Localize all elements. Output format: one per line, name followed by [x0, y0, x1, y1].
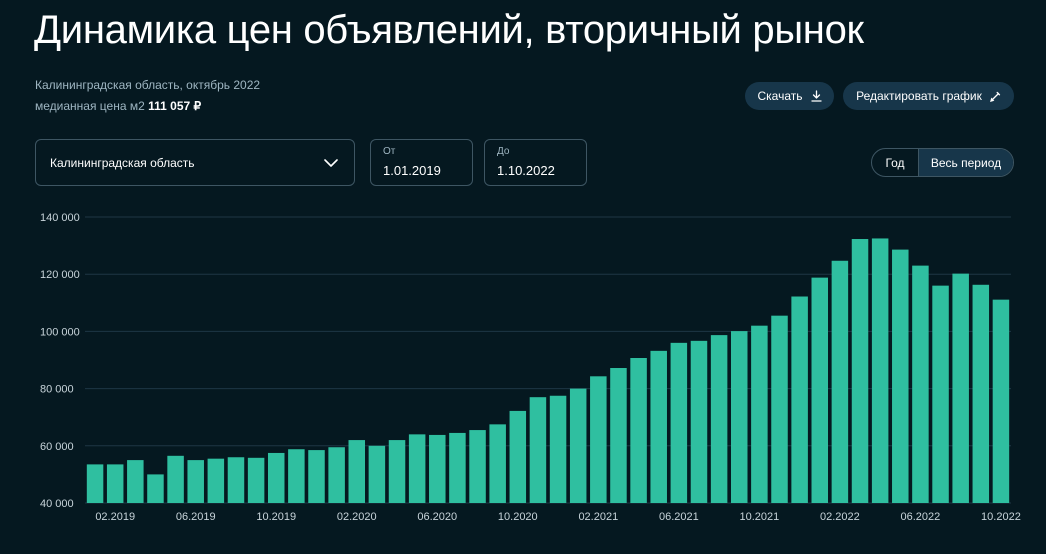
- bar[interactable]: [187, 460, 204, 503]
- bar[interactable]: [388, 440, 406, 503]
- bar[interactable]: [751, 325, 768, 503]
- bar[interactable]: [328, 447, 345, 503]
- bar[interactable]: [670, 342, 688, 503]
- bar[interactable]: [469, 430, 486, 503]
- date-to-label: До: [497, 146, 510, 157]
- price-bar-chart: 40 000 60 000 80 000 100 000 120 000 140 000 0…: [40, 212, 1021, 523]
- date-from-field[interactable]: От 1.01.2019: [370, 139, 473, 186]
- download-button[interactable]: Скачать: [745, 82, 834, 110]
- bar[interactable]: [569, 388, 587, 503]
- bar[interactable]: [247, 457, 265, 503]
- bar[interactable]: [710, 335, 728, 503]
- y-tick-label: 100 000: [40, 326, 80, 338]
- y-tick-label: 120 000: [40, 269, 80, 281]
- x-tick-label: 06.2020: [417, 511, 457, 523]
- x-tick-label: 02.2019: [95, 511, 135, 523]
- period-toggle: Год Весь период: [871, 148, 1014, 177]
- bar[interactable]: [871, 238, 889, 503]
- bar[interactable]: [590, 376, 607, 503]
- bar[interactable]: [227, 457, 245, 503]
- bar[interactable]: [791, 296, 808, 503]
- bar[interactable]: [912, 265, 929, 503]
- x-tick-label: 10.2022: [981, 511, 1021, 523]
- period-all-option[interactable]: Весь период: [918, 149, 1013, 176]
- bar[interactable]: [972, 284, 990, 503]
- x-tick-label: 10.2019: [256, 511, 296, 523]
- pencil-icon: [989, 91, 1001, 102]
- bar[interactable]: [650, 350, 667, 503]
- download-icon: [810, 90, 822, 102]
- edit-chart-button-label: Редактировать график: [856, 89, 982, 103]
- bar[interactable]: [892, 249, 909, 503]
- bar[interactable]: [368, 445, 386, 503]
- bar[interactable]: [127, 460, 144, 503]
- bar[interactable]: [408, 434, 426, 503]
- bar[interactable]: [106, 464, 124, 503]
- bar[interactable]: [449, 432, 466, 503]
- bar[interactable]: [730, 331, 748, 503]
- x-tick-label: 06.2022: [901, 511, 941, 523]
- bar[interactable]: [429, 434, 446, 503]
- region-select-value: Калининградская область: [50, 155, 195, 170]
- bar[interactable]: [952, 273, 969, 503]
- bar[interactable]: [831, 260, 849, 503]
- bar[interactable]: [147, 474, 164, 503]
- x-tick-label: 02.2020: [337, 511, 377, 523]
- bar[interactable]: [851, 239, 869, 503]
- x-tick-label: 06.2019: [176, 511, 216, 523]
- bar[interactable]: [630, 357, 647, 503]
- region-period-caption: Калининградская область, октябрь 2022: [35, 78, 261, 92]
- x-tick-label: 10.2020: [498, 511, 538, 523]
- bar[interactable]: [308, 450, 325, 503]
- median-price-value: 111 057 ₽: [148, 99, 202, 113]
- bar[interactable]: [86, 464, 104, 503]
- x-tick-label: 02.2021: [578, 511, 618, 523]
- date-to-field[interactable]: До 1.10.2022: [484, 139, 587, 186]
- y-tick-label: 80 000: [40, 384, 74, 396]
- bar[interactable]: [992, 299, 1010, 503]
- bar[interactable]: [610, 368, 627, 503]
- page-title: Динамика цен объявлений, вторичный рынок: [34, 8, 864, 52]
- bar[interactable]: [288, 449, 305, 503]
- bar[interactable]: [690, 340, 708, 503]
- y-tick-label: 140 000: [40, 212, 80, 224]
- bar[interactable]: [529, 397, 547, 503]
- median-price-caption: медианная цена м2 111 057 ₽: [35, 99, 201, 113]
- bar[interactable]: [811, 277, 829, 503]
- bar[interactable]: [489, 424, 506, 503]
- bar[interactable]: [771, 315, 788, 503]
- x-tick-label: 06.2021: [659, 511, 699, 523]
- date-from-label: От: [383, 146, 396, 157]
- x-tick-label: 02.2022: [820, 511, 860, 523]
- date-to-value: 1.10.2022: [497, 163, 555, 178]
- median-price-label: медианная цена м2: [35, 99, 145, 113]
- bar[interactable]: [348, 440, 366, 503]
- x-tick-label: 10.2021: [739, 511, 779, 523]
- bar[interactable]: [549, 395, 567, 503]
- bar[interactable]: [167, 455, 184, 503]
- bar[interactable]: [267, 452, 285, 503]
- bar[interactable]: [207, 458, 225, 503]
- period-year-option[interactable]: Год: [885, 155, 905, 170]
- y-tick-label: 40 000: [40, 498, 74, 510]
- date-from-value: 1.01.2019: [383, 163, 441, 178]
- y-tick-label: 60 000: [40, 441, 74, 453]
- bar[interactable]: [932, 285, 949, 503]
- chevron-down-icon: [324, 156, 338, 170]
- download-button-label: Скачать: [757, 89, 803, 103]
- region-select[interactable]: Калининградская область: [35, 139, 355, 186]
- bar[interactable]: [509, 410, 527, 503]
- edit-chart-button[interactable]: Редактировать график: [843, 82, 1014, 110]
